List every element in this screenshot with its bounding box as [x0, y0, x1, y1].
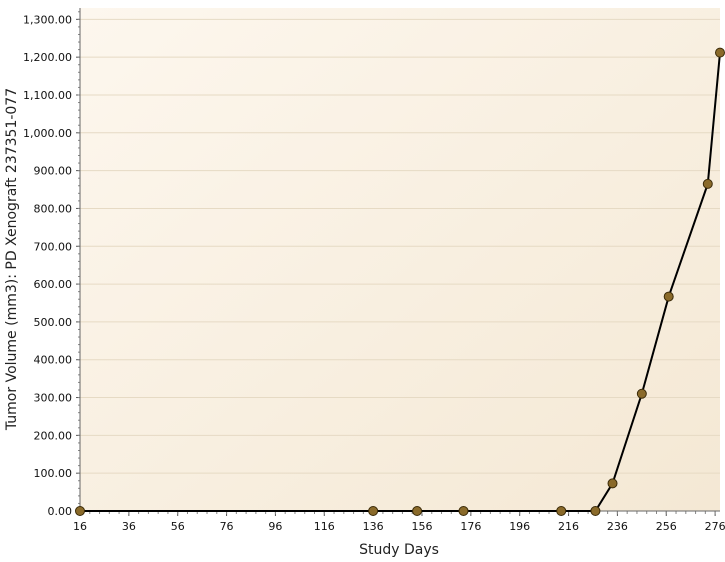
y-tick-label: 700.00: [34, 240, 73, 253]
y-tick-label: 1,000.00: [23, 127, 72, 140]
x-tick-label: 56: [171, 520, 185, 533]
series-layer: [75, 47, 725, 516]
data-point[interactable]: [715, 47, 725, 58]
x-tick-label: 96: [268, 520, 282, 533]
data-point[interactable]: [368, 506, 379, 516]
x-tick-label: 76: [220, 520, 234, 533]
x-tick-label: 176: [460, 520, 481, 533]
data-point[interactable]: [75, 506, 85, 516]
plot-area: [80, 8, 720, 511]
y-tick-label: 1,100.00: [23, 89, 72, 102]
x-tick-label: 16: [73, 520, 87, 533]
data-point[interactable]: [556, 506, 567, 516]
y-tick-label: 100.00: [34, 467, 73, 480]
data-point[interactable]: [663, 291, 674, 302]
y-tick-label: 500.00: [34, 316, 73, 329]
y-tick-label: 400.00: [34, 354, 73, 367]
y-tick-label: 1,200.00: [23, 51, 72, 64]
x-tick-label: 236: [607, 520, 628, 533]
x-tick-label: 116: [314, 520, 335, 533]
x-tick-label: 156: [411, 520, 432, 533]
gridlines: [80, 18, 720, 474]
data-point[interactable]: [607, 478, 618, 489]
y-axis-title: Tumor Volume (mm3): PD Xenograft 237351-…: [4, 88, 20, 431]
y-tick-label: 600.00: [34, 278, 73, 291]
x-tick-label: 136: [363, 520, 384, 533]
y-tick-label: 0.00: [48, 505, 73, 518]
data-point[interactable]: [702, 178, 713, 189]
data-point[interactable]: [636, 388, 647, 399]
y-tick-label: 900.00: [34, 165, 73, 178]
data-point[interactable]: [458, 506, 469, 516]
y-tick-label: 1,300.00: [23, 13, 72, 26]
x-tick-label: 216: [558, 520, 579, 533]
x-tick-label: 256: [656, 520, 677, 533]
tick-labels: 0.00 100.00 200.00 300.00 400.00 500.00 600.00…: [23, 13, 725, 533]
x-axis-title: Study Days: [359, 542, 439, 558]
y-tick-label: 300.00: [34, 392, 73, 405]
data-point[interactable]: [412, 506, 423, 516]
y-tick-label: 800.00: [34, 202, 73, 215]
x-tick-label: 276: [705, 520, 725, 533]
x-tick-label: 36: [122, 520, 136, 533]
x-tick-label: 196: [509, 520, 530, 533]
data-point[interactable]: [590, 506, 601, 516]
y-tick-label: 200.00: [34, 429, 73, 442]
